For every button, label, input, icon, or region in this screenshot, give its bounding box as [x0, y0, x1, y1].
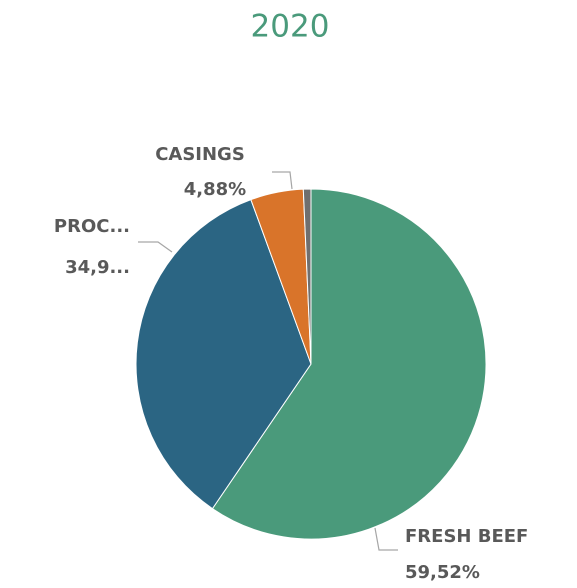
chart-title: 2020: [251, 9, 330, 45]
slice-value-label: 4,88%: [184, 179, 246, 200]
pie-slice: [302, 188, 312, 365]
pie-slice: [211, 188, 487, 540]
slice-label: PROC...: [54, 216, 130, 237]
leader-line: [374, 527, 398, 551]
slice-label: FRESH BEEF: [405, 526, 528, 547]
leader-line: [138, 241, 173, 253]
slice-value-label: 59,52%: [405, 562, 480, 583]
slice-value-label: 34,9...: [65, 257, 130, 278]
leader-line: [272, 171, 293, 190]
slice-label: CASINGS: [155, 144, 245, 165]
pie-slice: [135, 199, 312, 510]
